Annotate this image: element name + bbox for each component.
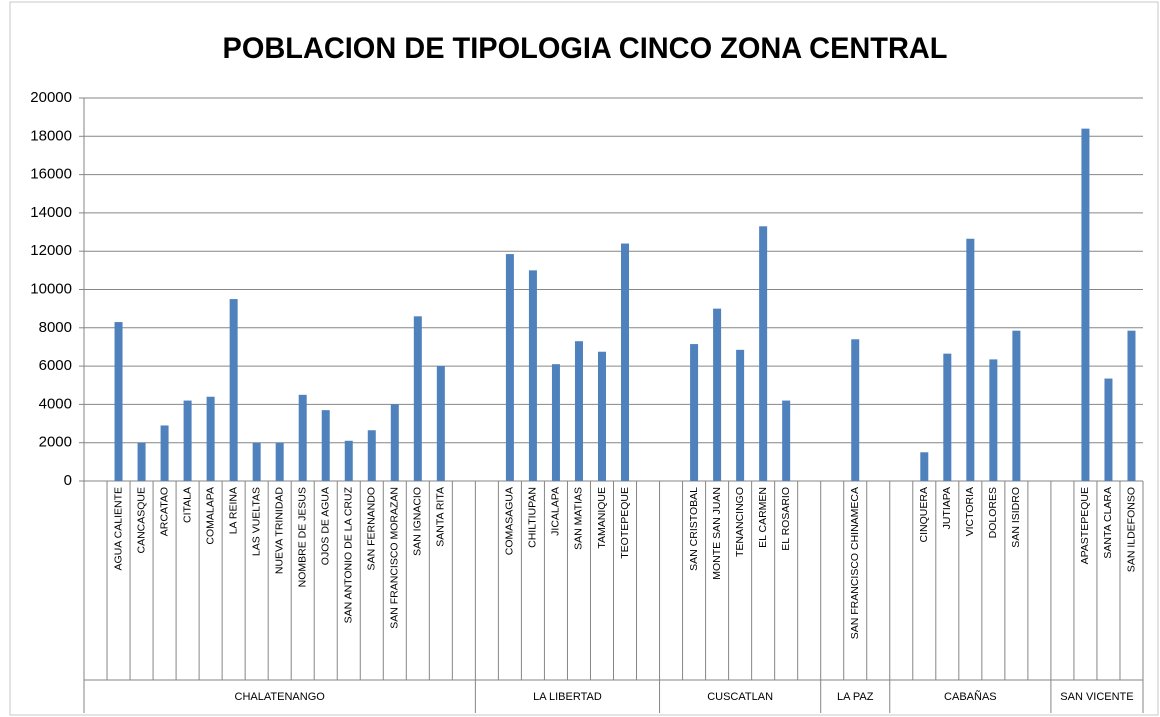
bar — [436, 366, 445, 481]
x-tick-label: CHILTIUPAN — [527, 487, 539, 548]
x-tick-label: CITALA — [181, 487, 193, 523]
x-tick-label: SAN FRANCISCO MORAZAN — [389, 487, 401, 629]
bar — [713, 308, 722, 481]
y-tick-label: 2000 — [39, 434, 72, 451]
x-tick-label: SAN ANTONIO DE LA CRUZ — [343, 486, 355, 623]
x-tick-label: LAS VUELTAS — [250, 487, 262, 556]
x-tick-label: COMASAGUA — [504, 487, 516, 555]
x-tick-label: SANTA CLARA — [1102, 487, 1114, 559]
group-label: CHALATENANGO — [235, 691, 326, 703]
bar — [114, 322, 123, 481]
x-tick-label: VICTORIA — [964, 487, 976, 536]
x-tick-label: DOLORES — [987, 487, 999, 538]
bar — [1081, 128, 1090, 481]
y-tick-label: 14000 — [30, 204, 72, 221]
bar — [736, 349, 745, 481]
bar — [160, 425, 169, 481]
group-label: LA PAZ — [837, 691, 874, 703]
x-tick-label: SANTA RITA — [435, 487, 447, 547]
y-tick-label: 16000 — [30, 166, 72, 183]
bar — [851, 339, 860, 481]
bar — [690, 344, 699, 481]
bar — [551, 364, 560, 481]
bar — [966, 238, 975, 481]
x-tick-label: CANCASQUE — [135, 487, 147, 554]
x-tick-label: SAN ILDEFONSO — [1125, 487, 1137, 572]
x-tick-label: EL ROSARIO — [780, 487, 792, 551]
bar — [183, 400, 192, 481]
bar — [1127, 330, 1136, 481]
x-tick-label: SAN IGNACIO — [412, 487, 424, 556]
y-tick-label: 18000 — [30, 127, 72, 144]
x-tick-label: TENANCINGO — [734, 487, 746, 557]
bar — [344, 440, 353, 481]
bar — [390, 404, 399, 481]
y-tick-label: 4000 — [39, 395, 72, 412]
group-label: CABAÑAS — [944, 690, 997, 703]
bar — [1012, 330, 1021, 481]
bar — [505, 254, 514, 481]
bar — [137, 442, 146, 481]
bar — [206, 396, 215, 481]
bar — [528, 270, 537, 481]
x-tick-label: LA REINA — [227, 487, 239, 534]
x-tick-label: NUEVA TRINIDAD — [273, 487, 285, 575]
bar — [574, 341, 583, 481]
x-tick-label: SAN FRANCISCO CHINAMECA — [849, 487, 861, 639]
x-tick-label: MONTE SAN JUAN — [711, 487, 723, 580]
bar — [759, 226, 768, 481]
x-tick-label: COMALAPA — [204, 487, 216, 545]
chart-frame — [9, 1, 1159, 716]
bar — [413, 316, 422, 481]
y-tick-label: 0 — [64, 472, 72, 489]
bar — [943, 353, 952, 481]
bar — [229, 299, 238, 481]
x-tick-label: SAN MATIAS — [573, 487, 585, 550]
x-tick-label: ARCATAO — [158, 487, 170, 536]
y-tick-label: 20000 — [30, 89, 72, 106]
bar — [782, 400, 791, 481]
x-tick-label: JUTIAPA — [941, 487, 953, 529]
x-tick-label: TEOTEPEQUE — [619, 487, 631, 559]
bar — [275, 442, 284, 481]
y-tick-label: 6000 — [39, 357, 72, 374]
bar — [1104, 378, 1113, 481]
x-tick-label: TAMANIQUE — [596, 487, 608, 549]
x-tick-label: NOMBRE DE JESUS — [296, 487, 308, 587]
x-tick-label: SAN CRISTOBAL — [688, 487, 700, 571]
group-label: SAN VICENTE — [1060, 691, 1133, 703]
bar — [989, 359, 998, 481]
group-label: CUSCATLAN — [707, 691, 773, 703]
bar — [321, 410, 330, 481]
x-tick-label: SAN FERNANDO — [366, 487, 378, 570]
chart-title: POBLACION DE TIPOLOGIA CINCO ZONA CENTRA… — [223, 32, 948, 65]
bar — [920, 452, 929, 481]
x-tick-label: EL CARMEN — [757, 487, 769, 548]
x-tick-label: CINQUERA — [918, 487, 930, 542]
x-tick-label: SAN ISIDRO — [1010, 487, 1022, 548]
bar — [252, 442, 261, 481]
group-label: LA LIBERTAD — [533, 691, 602, 703]
y-tick-label: 10000 — [30, 280, 72, 297]
x-tick-label: APASTEPEQUE — [1079, 487, 1091, 564]
x-tick-label: AGUA CALIENTE — [112, 487, 124, 570]
bar — [367, 430, 376, 481]
bar — [621, 243, 630, 481]
x-tick-label: JICALAPA — [550, 487, 562, 536]
y-tick-label: 8000 — [39, 319, 72, 336]
y-tick-label: 12000 — [30, 242, 72, 259]
bar — [597, 351, 606, 481]
x-tick-label: OJOS DE AGUA — [320, 487, 332, 565]
bar — [298, 394, 307, 481]
